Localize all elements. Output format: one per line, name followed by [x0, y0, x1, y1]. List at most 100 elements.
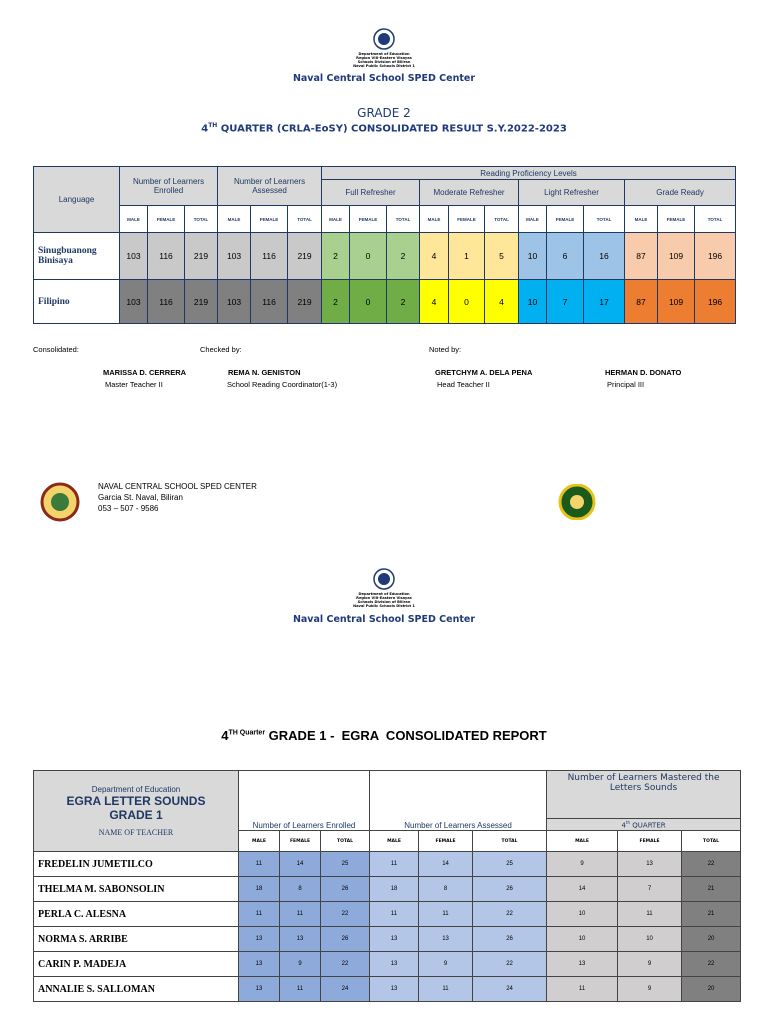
- signatory-position: Head Teacher II: [437, 380, 490, 389]
- cell: 7: [546, 279, 585, 324]
- cell: 0: [349, 232, 388, 280]
- cell: 196: [694, 232, 737, 280]
- signatory-position: Principal III: [607, 380, 645, 389]
- table-row: FREDELIN JUMETILCO 11 14 25 11 14 25 9 13 22: [33, 851, 742, 877]
- enrolled-header: Number of Learners Enrolled: [118, 166, 219, 206]
- sub-header: FEMALE: [448, 205, 486, 233]
- subtitle-text: QUARTER (CRLA-EoSY) CONSOLIDATED RESULT …: [220, 123, 567, 135]
- sig-label: Consolidated:: [33, 345, 79, 354]
- school-seal: [40, 482, 80, 526]
- signatory-name: REMA N. GENISTON: [228, 368, 301, 377]
- agency-line: Schools Division of Biliran: [357, 60, 411, 64]
- cell: 10: [546, 926, 619, 952]
- cell: 26: [319, 926, 371, 952]
- cell: 26: [319, 876, 371, 902]
- cell: 13: [238, 926, 280, 952]
- cell: 20: [681, 926, 742, 952]
- sub-header: MALE: [419, 205, 450, 233]
- sub-header: TOTAL: [694, 205, 737, 233]
- cell: 13: [369, 926, 420, 952]
- agency-line: Department of Education: [358, 52, 410, 56]
- teacher: FREDELIN JUMETILCO: [33, 851, 239, 877]
- cell: 24: [472, 976, 548, 1002]
- cell: 11: [546, 976, 619, 1002]
- footer-line: 053 – 507 - 9586: [98, 504, 159, 513]
- seal: [373, 28, 395, 50]
- cell: 103: [217, 232, 252, 280]
- cell: 5: [484, 232, 520, 280]
- title-text: GRADE 1 - EGRA CONSOLIDATED REPORT: [268, 728, 547, 743]
- cell: 9: [617, 976, 683, 1002]
- teacher: ANNALIE S. SALLOMAN: [33, 976, 239, 1002]
- cell: 22: [681, 951, 742, 977]
- cell: 2: [321, 232, 351, 280]
- cell: 11: [369, 901, 420, 927]
- footer: NAVAL CENTRAL SCHOOL SPED CENTER Garcia S…: [98, 481, 257, 514]
- cell: 116: [250, 279, 289, 324]
- cell: 11: [418, 901, 474, 927]
- cell: 9: [279, 951, 321, 977]
- sub-header: TOTAL: [183, 205, 219, 233]
- sub-header: TOTAL: [386, 205, 421, 233]
- cell: 22: [472, 901, 548, 927]
- cell: 10: [518, 232, 548, 280]
- cell: 11: [279, 901, 321, 927]
- cell: 13: [546, 951, 619, 977]
- language: Sinugbuanong Binisaya: [33, 232, 120, 280]
- enrolled-header: Number of Learners Enrolled: [237, 770, 371, 831]
- cell: 4: [419, 279, 450, 324]
- sub-header: MALE: [518, 205, 548, 233]
- cell: 0: [448, 279, 486, 324]
- sub-header: FEMALE: [147, 205, 185, 233]
- agency-line: Region VIII-Eastern Visayas: [356, 56, 412, 60]
- signatory-position: Master Teacher II: [105, 380, 163, 389]
- sub-header: TOTAL: [681, 830, 742, 852]
- sig-label: Noted by:: [429, 345, 462, 354]
- level-header: Moderate Refresher: [419, 179, 520, 206]
- cell: 18: [369, 876, 420, 902]
- heading-line: GRADE 1: [109, 808, 163, 822]
- table-row: PERLA C. ALESNA 11 11 22 11 11 22 10 11 21: [33, 901, 742, 927]
- cell: 13: [279, 926, 321, 952]
- table-row: Sinugbuanong Binisaya 103 116 219 103 116 219 2…: [33, 232, 737, 280]
- agency-line: Region VIII-Eastern Visayas: [356, 596, 412, 600]
- cell: 103: [119, 279, 148, 324]
- sub-header: MALE: [624, 205, 659, 233]
- sub-header: FEMALE: [546, 205, 585, 233]
- table-row: ANNALIE S. SALLOMAN 13 11 24 13 11 24 11 9 20: [33, 976, 742, 1002]
- title: 4TH Quarter GRADE 1 - EGRA CONSOLIDATED …: [0, 728, 768, 743]
- cell: 219: [287, 232, 323, 280]
- cell: 24: [319, 976, 371, 1002]
- sig-label: Checked by:: [200, 345, 242, 354]
- cell: 14: [418, 851, 474, 877]
- cell: 13: [418, 926, 474, 952]
- level-header: Full Refresher: [321, 179, 421, 206]
- cell: 20: [681, 976, 742, 1002]
- egra-table: Department of Education EGRA LETTER SOUN…: [33, 770, 742, 1002]
- cell: 22: [319, 951, 371, 977]
- sub-header: FEMALE: [279, 830, 321, 852]
- cell: 116: [250, 232, 289, 280]
- sub-header: TOTAL: [484, 205, 520, 233]
- agency-lines: Department of Education Region VIII-Easte…: [0, 52, 768, 68]
- agency-line: Department of Education: [358, 592, 410, 596]
- sub-header: TOTAL: [287, 205, 323, 233]
- cell: 196: [694, 279, 737, 324]
- ordinal-suffix: TH Quarter: [228, 729, 266, 737]
- deped-logo: [364, 568, 404, 594]
- deped-logo: [364, 28, 404, 54]
- ordinal-suffix: TH: [208, 122, 218, 129]
- table-row: NORMA S. ARRIBE 13 13 26 13 13 26 10 10 20: [33, 926, 742, 952]
- agency-line: Schools Division of Biliran: [357, 600, 411, 604]
- agency-line: Naval Public Schools District 1: [353, 604, 415, 608]
- sub-header: TOTAL: [319, 830, 371, 852]
- cell: 1: [448, 232, 486, 280]
- language: Filipino: [33, 279, 120, 324]
- sub-header: TOTAL: [583, 205, 626, 233]
- ordinal-suffix: th: [625, 819, 631, 825]
- ordinal: 4: [221, 728, 229, 743]
- cell: 26: [472, 876, 548, 902]
- ordinal: 4: [621, 821, 626, 830]
- cell: 9: [418, 951, 474, 977]
- sub-header: TOTAL: [472, 830, 548, 852]
